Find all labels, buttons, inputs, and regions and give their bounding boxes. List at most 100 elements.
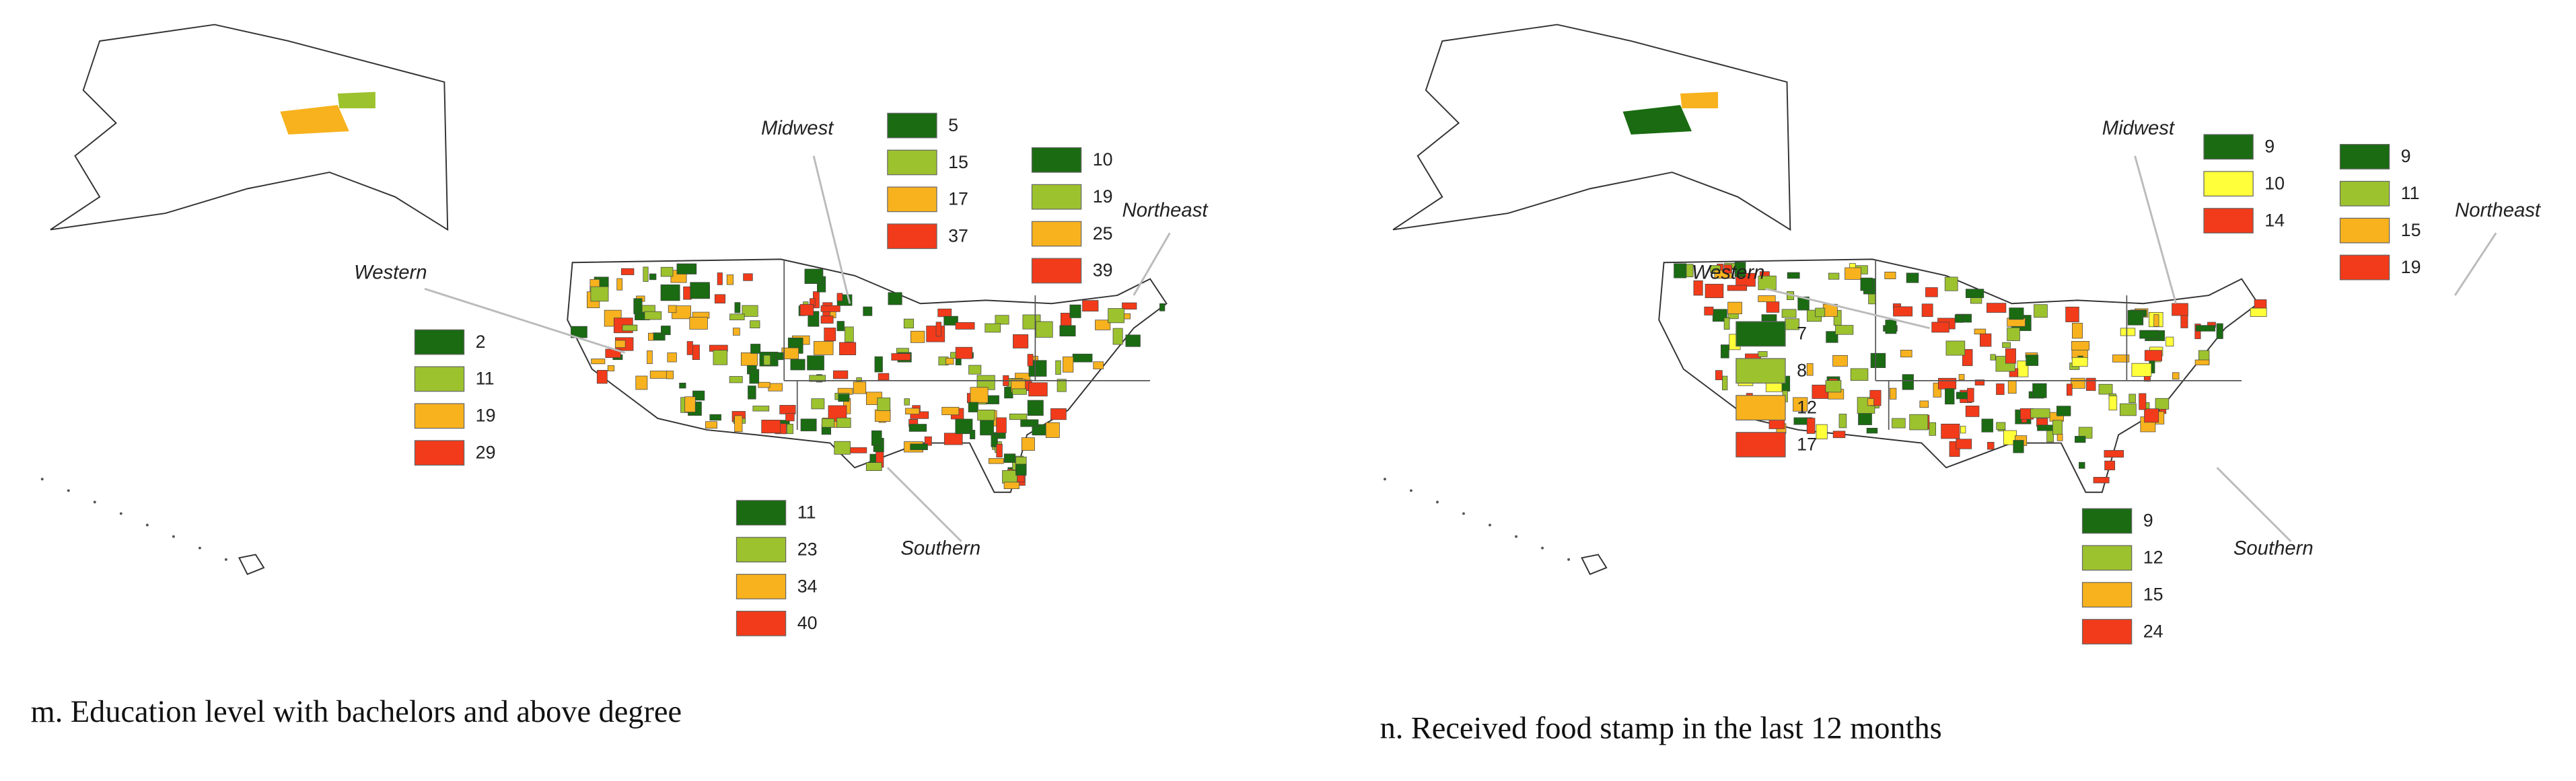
county	[821, 418, 835, 428]
county	[1003, 482, 1019, 489]
region-label: Southern	[900, 537, 980, 559]
county	[1974, 379, 1985, 385]
caption: m. Education level with bachelors and ab…	[31, 695, 682, 729]
legend-value: 40	[797, 613, 818, 633]
maps: Western 2 11 19 29 Midwest 5 15 17 37 Northeast 10 1…	[31, 24, 2542, 746]
county	[1893, 306, 1913, 317]
county	[977, 409, 995, 421]
legend-swatch	[2081, 619, 2133, 644]
county	[660, 266, 674, 277]
county	[1723, 264, 1732, 274]
county	[596, 369, 608, 384]
county	[649, 273, 657, 281]
county	[686, 341, 693, 355]
county	[2153, 314, 2159, 327]
contiguous-us	[1658, 258, 2267, 493]
legend-value: 25	[1093, 223, 1113, 244]
county	[1009, 413, 1028, 420]
island	[1383, 478, 1386, 481]
county	[1987, 303, 2007, 313]
region-label: Western	[1692, 262, 1764, 284]
county	[643, 266, 649, 282]
county	[2005, 348, 2016, 364]
legend-swatch	[1031, 221, 1082, 247]
county	[2032, 383, 2047, 398]
county	[1906, 272, 1919, 283]
county	[824, 328, 836, 342]
legend-value: 9	[2143, 511, 2153, 531]
county	[1693, 280, 1703, 296]
caption: n. Received food stamp in the last 12 mo…	[1380, 712, 1942, 746]
island	[145, 523, 149, 527]
county	[1686, 264, 1694, 278]
island	[172, 535, 175, 538]
legend-swatch	[887, 186, 937, 213]
county	[1095, 320, 1111, 330]
county	[1013, 334, 1029, 348]
island	[1541, 546, 1544, 550]
region-label: Southern	[2233, 537, 2314, 559]
legend-value: 12	[1797, 397, 1817, 417]
county	[1021, 437, 1035, 451]
county	[820, 315, 834, 324]
legend-value: 11	[476, 369, 495, 389]
legend-swatch	[2081, 545, 2133, 571]
county	[2052, 420, 2063, 435]
county	[1845, 267, 1861, 280]
county	[750, 344, 761, 354]
county	[726, 274, 734, 285]
county	[705, 421, 717, 429]
county	[1938, 377, 1957, 389]
legend-value: 11	[2401, 183, 2420, 203]
legend-value: 19	[2401, 257, 2421, 277]
county	[2071, 357, 2088, 367]
legend-swatch	[1736, 432, 1786, 457]
county	[1945, 388, 1955, 405]
county	[2030, 408, 2050, 418]
county	[2139, 330, 2159, 339]
county	[1159, 303, 1166, 311]
county	[905, 408, 920, 414]
county	[763, 355, 771, 365]
county	[2131, 363, 2152, 377]
island	[40, 478, 44, 481]
island	[1409, 489, 1412, 492]
county	[995, 315, 1009, 325]
county	[684, 396, 696, 412]
county	[2144, 350, 2163, 361]
county	[910, 330, 925, 343]
county	[660, 284, 680, 301]
county	[2002, 342, 2011, 348]
legend-swatch	[887, 112, 937, 139]
county	[1921, 303, 1933, 318]
county	[1944, 276, 1958, 291]
county	[1020, 419, 1039, 427]
county	[2037, 424, 2053, 431]
county	[790, 359, 806, 371]
legend-value: 34	[797, 576, 818, 596]
legend-swatch	[736, 574, 787, 599]
legend-swatch	[1736, 321, 1786, 347]
county	[2120, 328, 2136, 336]
county	[836, 417, 851, 428]
alaska-county	[337, 91, 375, 108]
legend-value: 15	[948, 152, 968, 172]
county	[1941, 423, 1960, 439]
legend-swatch	[414, 440, 465, 466]
legend-value: 17	[948, 189, 968, 209]
county	[1980, 333, 1992, 347]
island	[1436, 500, 1439, 504]
county	[748, 385, 756, 400]
county	[871, 430, 882, 446]
county	[988, 458, 1004, 464]
county	[2079, 461, 2085, 469]
legend-value: 8	[1797, 361, 1807, 381]
county	[785, 412, 795, 422]
legend-value: 2	[476, 332, 486, 352]
legend-swatch	[2339, 217, 2390, 244]
county	[2128, 394, 2136, 404]
county	[2075, 436, 2086, 443]
county	[1958, 374, 1965, 381]
island	[1567, 558, 1571, 561]
legend-value: 9	[2264, 137, 2275, 157]
